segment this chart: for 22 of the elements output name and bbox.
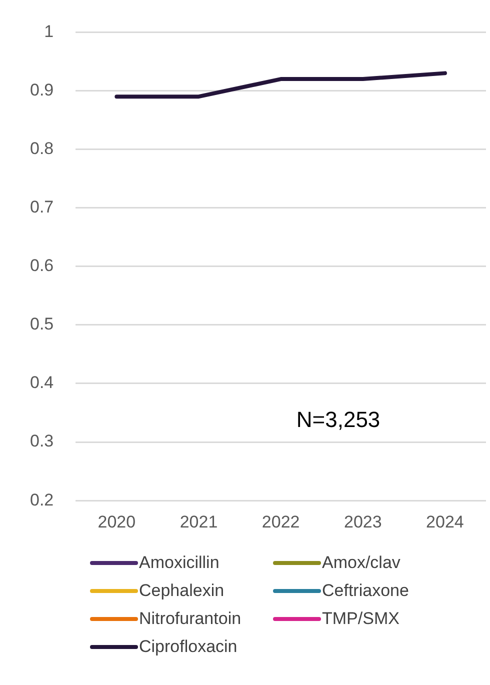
y-tick-label: 1 bbox=[44, 22, 54, 41]
legend-label: Ceftriaxone bbox=[322, 581, 409, 601]
y-tick-label: 0.7 bbox=[30, 198, 54, 217]
y-tick-label: 0.9 bbox=[30, 80, 54, 100]
x-tick-label: 2020 bbox=[98, 512, 136, 532]
x-tick-label: 2021 bbox=[180, 512, 218, 532]
y-tick-label: 0.6 bbox=[30, 256, 54, 276]
x-tick-label: 2024 bbox=[426, 512, 464, 532]
legend-label: Amox/clav bbox=[322, 553, 400, 573]
y-tick-label: 0.4 bbox=[30, 373, 54, 392]
legend-label: Cephalexin bbox=[139, 581, 224, 601]
annotation: N=3,253 bbox=[296, 407, 380, 432]
x-tick-label: 2022 bbox=[262, 512, 300, 532]
legend-label: Nitrofurantoin bbox=[139, 609, 242, 629]
legend-label: Amoxicillin bbox=[139, 553, 220, 573]
y-tick-label: 0.8 bbox=[30, 138, 54, 158]
legend-label: Ciprofloxacin bbox=[139, 637, 238, 657]
legend-label: TMP/SMX bbox=[322, 609, 400, 629]
y-tick-label: 0.2 bbox=[30, 490, 54, 510]
y-tick-label: 0.3 bbox=[30, 432, 54, 451]
y-tick-label: 0.5 bbox=[30, 314, 54, 334]
x-tick-label: 2023 bbox=[344, 512, 382, 532]
